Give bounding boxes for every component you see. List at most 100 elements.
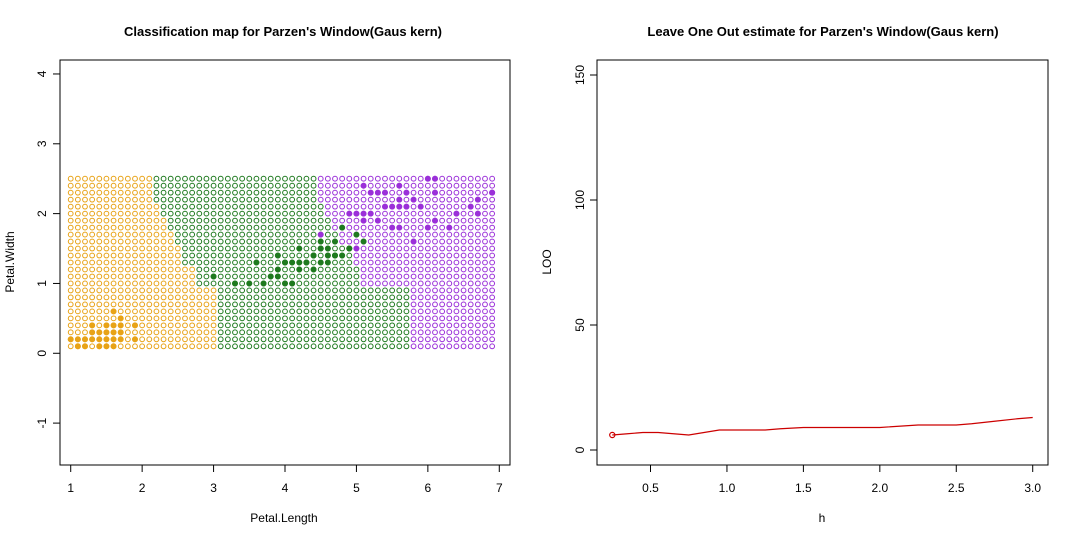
grid-point-versicolor xyxy=(189,231,196,238)
grid-point-versicolor xyxy=(253,322,260,329)
grid-point-setosa xyxy=(203,336,210,343)
grid-point-virginica xyxy=(453,273,460,280)
grid-point-versicolor xyxy=(324,224,331,231)
grid-point-versicolor xyxy=(396,329,403,336)
training-point-virginica xyxy=(317,231,324,238)
grid-point-versicolor xyxy=(367,343,374,350)
grid-point-setosa xyxy=(82,203,88,210)
training-point-versicolor xyxy=(331,238,338,245)
grid-point-versicolor xyxy=(332,322,338,329)
grid-point-virginica xyxy=(453,182,460,189)
grid-point-versicolor xyxy=(189,189,196,196)
grid-point-versicolor xyxy=(374,329,381,336)
training-point-versicolor xyxy=(360,238,367,245)
grid-point-versicolor xyxy=(310,273,317,280)
grid-point-virginica xyxy=(467,329,474,336)
grid-point-versicolor xyxy=(246,210,253,217)
grid-point-versicolor xyxy=(339,301,346,308)
grid-point-versicolor xyxy=(274,315,281,322)
grid-point-virginica xyxy=(382,224,388,231)
training-point-virginica xyxy=(367,189,374,196)
grid-point-versicolor xyxy=(317,203,324,210)
grid-point-virginica xyxy=(417,182,424,189)
grid-point-versicolor xyxy=(317,301,324,308)
grid-point-versicolor xyxy=(317,252,324,259)
grid-point-setosa xyxy=(96,196,103,203)
grid-point-setosa xyxy=(167,287,174,294)
grid-point-virginica xyxy=(446,266,453,273)
grid-point-setosa xyxy=(174,301,181,308)
grid-point-setosa xyxy=(103,301,110,308)
grid-point-virginica xyxy=(417,294,424,301)
grid-point-setosa xyxy=(89,287,96,294)
grid-point-versicolor xyxy=(382,301,388,308)
grid-point-virginica xyxy=(367,245,374,252)
grid-point-setosa xyxy=(146,196,153,203)
grid-point-virginica xyxy=(417,189,424,196)
grid-point-setosa xyxy=(124,189,131,196)
grid-point-versicolor xyxy=(296,287,303,294)
grid-point-virginica xyxy=(410,245,417,252)
grid-point-virginica xyxy=(339,196,346,203)
grid-point-versicolor xyxy=(317,343,324,350)
grid-point-versicolor xyxy=(303,315,310,322)
grid-point-virginica xyxy=(453,203,460,210)
training-point-virginica xyxy=(389,224,396,231)
grid-point-versicolor xyxy=(303,273,310,280)
grid-point-versicolor xyxy=(253,301,260,308)
grid-point-versicolor xyxy=(317,322,324,329)
grid-point-setosa xyxy=(117,280,124,287)
grid-point-virginica xyxy=(446,294,453,301)
grid-point-versicolor xyxy=(253,175,260,182)
training-point-versicolor xyxy=(274,266,281,273)
grid-point-virginica xyxy=(467,322,474,329)
grid-point-virginica xyxy=(460,273,467,280)
grid-point-virginica xyxy=(446,252,453,259)
grid-point-versicolor xyxy=(239,329,246,336)
grid-point-virginica xyxy=(439,266,446,273)
training-point-versicolor xyxy=(317,238,324,245)
grid-point-versicolor xyxy=(267,315,274,322)
grid-point-versicolor xyxy=(282,336,288,343)
grid-point-versicolor xyxy=(224,280,231,287)
grid-point-virginica xyxy=(389,196,396,203)
grid-point-versicolor xyxy=(339,259,346,266)
grid-point-virginica xyxy=(467,259,474,266)
grid-point-virginica xyxy=(460,301,467,308)
grid-point-virginica xyxy=(474,252,481,259)
grid-point-setosa xyxy=(160,322,167,329)
grid-point-versicolor xyxy=(203,224,210,231)
grid-point-setosa xyxy=(103,203,110,210)
grid-point-virginica xyxy=(453,189,460,196)
grid-point-versicolor xyxy=(153,189,160,196)
grid-point-versicolor xyxy=(289,343,296,350)
grid-point-setosa xyxy=(74,329,81,336)
grid-point-versicolor xyxy=(260,231,267,238)
grid-point-setosa xyxy=(103,217,110,224)
grid-point-versicolor xyxy=(303,336,310,343)
grid-point-virginica xyxy=(374,273,381,280)
training-point-virginica xyxy=(353,245,360,252)
grid-point-virginica xyxy=(360,231,367,238)
grid-point-virginica xyxy=(446,245,453,252)
grid-point-virginica xyxy=(453,238,460,245)
grid-point-virginica xyxy=(417,301,424,308)
grid-point-setosa xyxy=(103,182,110,189)
grid-point-virginica xyxy=(453,245,460,252)
grid-point-setosa xyxy=(196,287,203,294)
grid-point-versicolor xyxy=(232,329,238,336)
grid-point-setosa xyxy=(103,273,110,280)
grid-point-versicolor xyxy=(210,238,217,245)
grid-point-virginica xyxy=(474,259,481,266)
grid-point-virginica xyxy=(446,322,453,329)
grid-point-setosa xyxy=(132,210,138,217)
grid-point-setosa xyxy=(146,322,153,329)
grid-point-versicolor xyxy=(260,336,267,343)
grid-point-versicolor xyxy=(160,182,167,189)
grid-point-setosa xyxy=(89,308,96,315)
grid-point-setosa xyxy=(139,203,146,210)
grid-point-virginica xyxy=(382,231,388,238)
grid-point-setosa xyxy=(132,196,138,203)
grid-point-virginica xyxy=(324,203,331,210)
grid-point-versicolor xyxy=(274,196,281,203)
